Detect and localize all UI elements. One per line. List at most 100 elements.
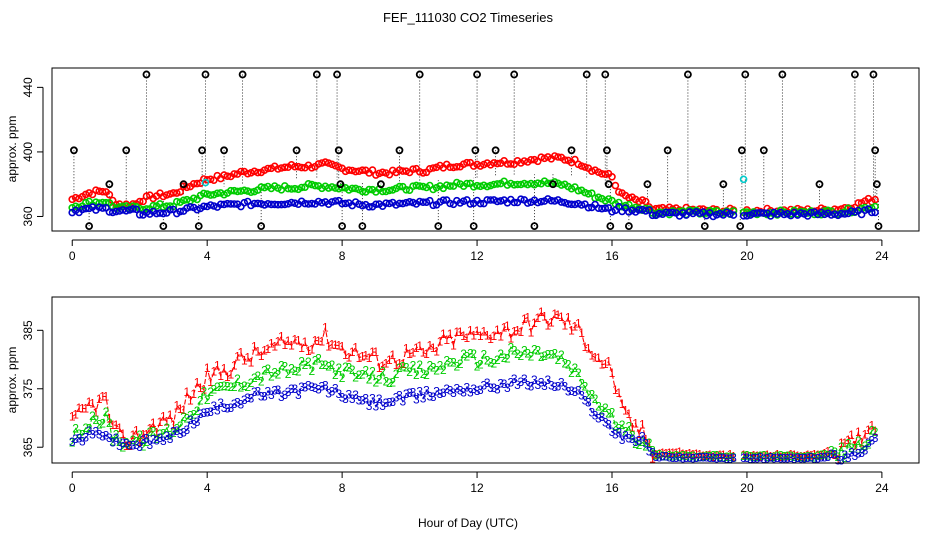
bottom-series-1-symbol: 1 xyxy=(723,450,730,464)
top-series-1-point xyxy=(71,193,80,202)
bottom-series-2-symbol: 2 xyxy=(713,449,720,463)
bottom-series-2-symbol: 2 xyxy=(686,450,693,464)
bottom-y-tick-label: 385 xyxy=(21,320,35,340)
bottom-series-3-symbol: 3 xyxy=(204,406,211,420)
top-spike-point xyxy=(292,146,301,155)
bottom-series-3-symbol: 3 xyxy=(93,425,100,439)
top-spike-point xyxy=(201,70,210,79)
top-spike-point xyxy=(220,146,228,155)
bottom-series-3-symbol: 3 xyxy=(349,392,356,406)
bottom-series-2-symbol: 2 xyxy=(150,424,157,438)
bottom-series-1-symbol: 1 xyxy=(76,401,83,415)
bottom-series-3-symbol: 3 xyxy=(312,381,319,395)
top-series-3-point xyxy=(560,198,569,207)
bottom-series-1-symbol: 1 xyxy=(615,386,622,400)
top-series-1-point xyxy=(503,160,512,168)
top-spike-point xyxy=(491,146,500,155)
top-y-axis: 360 400 440 xyxy=(21,77,44,226)
bottom-series-3-symbol: 3 xyxy=(740,451,747,465)
top-series-3-point xyxy=(159,209,168,218)
top-series-1-point xyxy=(611,181,620,190)
bottom-series-1-symbol: 1 xyxy=(379,359,386,373)
bottom-series-2-symbol: 2 xyxy=(680,449,687,463)
top-series-2-point xyxy=(233,187,242,196)
bottom-series-1-symbol: 1 xyxy=(568,324,575,338)
bottom-series-3-symbol: 3 xyxy=(808,451,815,465)
bottom-series-3-symbol: 3 xyxy=(656,451,663,465)
bottom-series-1-symbol: 1 xyxy=(123,439,130,453)
top-series-3-point xyxy=(119,206,127,214)
bottom-series-1-symbol: 1 xyxy=(157,415,164,429)
bottom-series-1-symbol: 1 xyxy=(572,320,579,334)
bottom-series-2-symbol: 2 xyxy=(241,379,248,393)
bottom-series-2-symbol: 2 xyxy=(204,393,211,407)
bottom-series-3-symbol: 3 xyxy=(450,386,457,400)
bottom-series-1-symbol: 1 xyxy=(578,326,585,340)
bottom-series-2-symbol: 2 xyxy=(524,347,531,361)
bottom-series-2-symbol: 2 xyxy=(275,367,282,381)
bottom-series-1-symbol: 1 xyxy=(663,447,670,461)
bottom-y-axis: 365 375 385 xyxy=(21,320,44,457)
bottom-series-3-symbol: 3 xyxy=(346,387,353,401)
bottom-series-1-symbol: 1 xyxy=(207,375,214,389)
top-series-1-point xyxy=(601,170,610,178)
bottom-series-1-symbol: 1 xyxy=(82,402,89,416)
bottom-series-2-symbol: 2 xyxy=(703,449,710,463)
bottom-series-2-symbol: 2 xyxy=(835,450,842,464)
bottom-series-2-symbol: 2 xyxy=(612,419,619,433)
bottom-series-3-symbol: 3 xyxy=(727,452,734,466)
bottom-series-3-symbol: 3 xyxy=(575,384,582,398)
bottom-series-2-symbol: 2 xyxy=(521,343,528,357)
bottom-series-3-symbol: 3 xyxy=(700,451,707,465)
bottom-series-1-symbol: 1 xyxy=(163,415,170,429)
bottom-series-2-symbol: 2 xyxy=(804,449,811,463)
bottom-series-1-symbol: 1 xyxy=(271,340,278,354)
bottom-series-2-symbol: 2 xyxy=(464,350,471,364)
top-series-3-point xyxy=(577,201,586,209)
bottom-series-2-symbol: 2 xyxy=(386,376,393,390)
top-series-1-point xyxy=(506,160,515,168)
top-series-1-point xyxy=(98,187,107,196)
top-series-1-point xyxy=(250,167,259,176)
top-series-3-point xyxy=(759,209,768,217)
bottom-series-3-symbol: 3 xyxy=(180,425,187,439)
bottom-series-3-symbol: 3 xyxy=(399,395,406,409)
top-series-1-point xyxy=(291,162,299,171)
bottom-series-2-symbol: 2 xyxy=(599,404,606,418)
bottom-series-2-symbol: 2 xyxy=(285,367,292,381)
bottom-series-3-symbol: 3 xyxy=(541,379,548,393)
bottom-series-3-symbol: 3 xyxy=(629,432,636,446)
top-x-tick-label: 12 xyxy=(470,249,484,263)
bottom-series-1-symbol: 1 xyxy=(693,447,700,461)
top-series-2-point xyxy=(513,180,522,189)
top-series-2-point xyxy=(581,188,589,197)
top-series-2-point xyxy=(490,180,498,189)
bottom-series-2-symbol: 2 xyxy=(308,364,315,378)
bottom-y-tick-label: 375 xyxy=(21,378,35,398)
bottom-series-2-symbol: 2 xyxy=(356,368,363,382)
bottom-series-2-symbol: 2 xyxy=(433,364,440,378)
bottom-series-2-line xyxy=(743,429,876,461)
bottom-series-1-symbol: 1 xyxy=(470,328,477,342)
bottom-series-2-symbol: 2 xyxy=(373,376,380,390)
bottom-series-2-symbol: 2 xyxy=(626,420,633,434)
bottom-series-3-symbol: 3 xyxy=(723,452,730,466)
bottom-series-2-symbol: 2 xyxy=(379,365,386,379)
bottom-series-3-symbol: 3 xyxy=(612,427,619,441)
bottom-series-3-symbol: 3 xyxy=(160,434,167,448)
top-spike-point xyxy=(759,146,768,155)
bottom-series-2-symbol: 2 xyxy=(346,361,353,375)
top-series-3-point xyxy=(250,199,259,208)
bottom-series-2-symbol: 2 xyxy=(474,359,481,373)
bottom-series-3-symbol: 3 xyxy=(187,413,194,427)
top-series-2-point xyxy=(486,181,495,190)
chart-title: FEF_111030 CO2 Timeseries xyxy=(383,10,554,25)
bottom-series-2-symbol: 2 xyxy=(79,428,86,442)
top-y-tick-label: 360 xyxy=(21,206,35,226)
bottom-series-3-symbol: 3 xyxy=(565,385,572,399)
top-series-3-point xyxy=(533,198,542,207)
bottom-series-3-symbol: 3 xyxy=(595,411,602,425)
top-series-3-point xyxy=(726,210,734,218)
bottom-series-3-symbol: 3 xyxy=(592,409,599,423)
bottom-series-1-symbol: 1 xyxy=(329,337,336,351)
